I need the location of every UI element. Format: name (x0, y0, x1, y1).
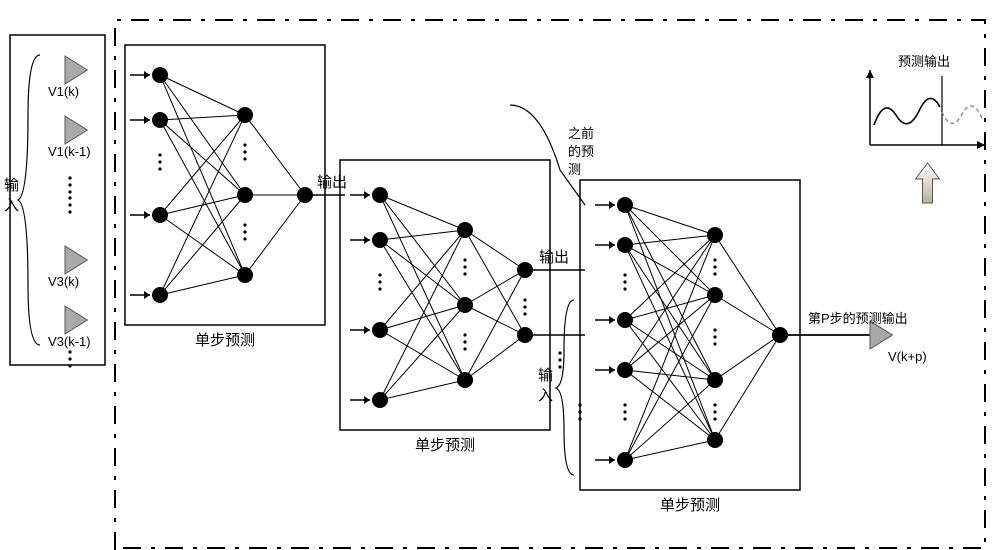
svg-text:V1(k-1): V1(k-1) (48, 144, 91, 159)
svg-text:输出: 输出 (317, 174, 347, 191)
svg-text:V(k+p): V(k+p) (888, 349, 927, 364)
svg-text:V3(k-1): V3(k-1) (48, 334, 91, 349)
svg-text:单步预测: 单步预测 (195, 332, 255, 349)
svg-text:单步预测: 单步预测 (415, 437, 475, 454)
svg-text:入: 入 (4, 197, 19, 214)
svg-text:输: 输 (4, 177, 19, 194)
svg-text:输出: 输出 (539, 249, 569, 266)
svg-text:测: 测 (568, 162, 581, 177)
svg-text:V1(k): V1(k) (48, 84, 79, 99)
svg-text:V3(k): V3(k) (48, 274, 79, 289)
svg-text:之前: 之前 (568, 126, 594, 141)
svg-text:的预: 的预 (568, 144, 594, 159)
svg-text:单步预测: 单步预测 (660, 497, 720, 514)
svg-text:第P步的预测输出: 第P步的预测输出 (808, 311, 908, 326)
svg-text:入: 入 (538, 387, 553, 404)
nn-multistep-prediction-diagram: V1(k)V1(k-1)V3(k)V3(k-1)输入单步预测输出单步预测输出之前… (0, 0, 1000, 550)
svg-text:输: 输 (538, 367, 553, 384)
svg-text:预测输出: 预测输出 (898, 54, 950, 69)
